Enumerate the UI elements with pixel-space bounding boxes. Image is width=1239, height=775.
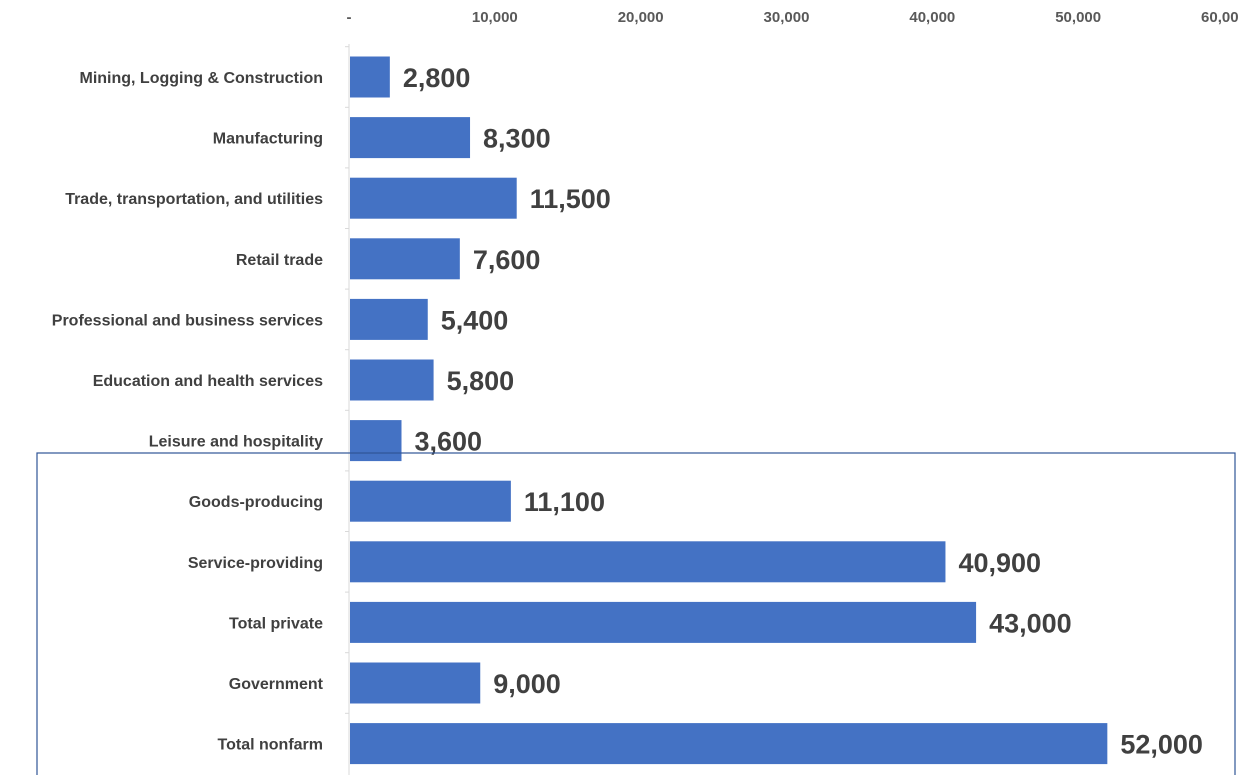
bar	[350, 117, 471, 159]
bar	[350, 601, 977, 643]
x-tick-label: 30,000	[764, 9, 810, 26]
bar	[350, 298, 428, 340]
bar	[350, 420, 402, 462]
category-label: Total private	[229, 615, 323, 632]
data-label: 5,400	[441, 305, 509, 335]
x-tick-label: 20,000	[618, 9, 664, 26]
data-label: 9,000	[493, 669, 561, 699]
x-tick-label: -	[347, 9, 352, 26]
bar	[350, 723, 1108, 765]
data-label: 8,300	[483, 124, 551, 154]
category-label: Trade, transportation, and utilities	[65, 191, 323, 208]
data-label: 2,800	[403, 63, 471, 93]
x-tick-label: 10,000	[472, 9, 518, 26]
data-label: 7,600	[473, 245, 541, 275]
x-axis-ticks: - 10,000 20,000 30,000 40,000 50,000 60,000	[345, 9, 1239, 714]
data-label: 52,000	[1120, 730, 1203, 760]
bar	[350, 177, 517, 219]
bar	[350, 359, 434, 401]
bar	[350, 56, 390, 98]
category-labels: Mining, Logging & Construction Manufactur…	[52, 70, 324, 754]
highlight-frame	[36, 452, 1236, 775]
bars	[350, 56, 1108, 765]
x-tick-label: 50,000	[1055, 9, 1101, 26]
data-label: 11,500	[530, 184, 611, 214]
category-label: Manufacturing	[213, 131, 323, 148]
data-label: 40,900	[958, 548, 1041, 578]
bar	[350, 238, 460, 280]
category-label: Goods-producing	[189, 494, 323, 511]
data-label: 43,000	[989, 608, 1072, 638]
bar	[350, 541, 946, 583]
x-tick-label: 40,000	[909, 9, 955, 26]
data-label: 11,100	[524, 487, 605, 517]
category-label: Government	[229, 676, 324, 693]
category-label: Service-providing	[188, 555, 323, 572]
category-label: Professional and business services	[52, 312, 323, 329]
category-label: Leisure and hospitality	[149, 434, 323, 451]
data-labels: 2,800 8,300 11,500 7,600 5,400 5,800 3,600 11,1…	[403, 63, 1203, 760]
bar	[350, 480, 511, 522]
category-label: Education and health services	[93, 373, 323, 390]
category-label: Mining, Logging & Construction	[79, 70, 323, 87]
category-label: Total nonfarm	[218, 737, 323, 754]
x-tick-label: 60,000	[1201, 9, 1239, 26]
data-label: 5,800	[447, 366, 515, 396]
bar	[350, 662, 481, 704]
category-label: Retail trade	[236, 252, 323, 269]
data-label: 3,600	[415, 427, 483, 457]
